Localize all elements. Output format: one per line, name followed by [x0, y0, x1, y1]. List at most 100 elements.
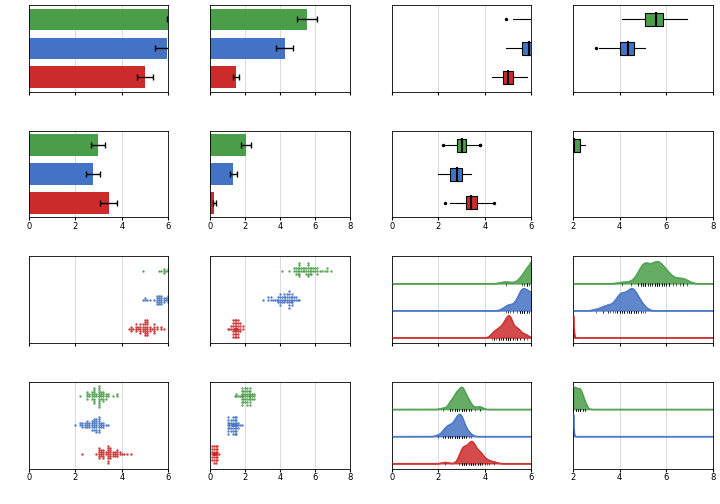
- Point: [206, 448, 217, 456]
- Point: [276, 293, 287, 301]
- Point: [210, 445, 221, 453]
- Point: [222, 430, 233, 438]
- Point: [121, 450, 132, 458]
- Point: [257, 296, 269, 304]
- Point: [279, 293, 291, 301]
- Point: [222, 421, 233, 429]
- Point: [238, 390, 249, 398]
- Bar: [620, 42, 634, 55]
- Point: [74, 421, 86, 429]
- Point: [81, 423, 93, 431]
- Point: [230, 325, 242, 333]
- Point: [212, 450, 223, 458]
- Point: [93, 393, 104, 401]
- Point: [84, 391, 95, 399]
- Point: [93, 401, 104, 409]
- Point: [114, 450, 125, 458]
- Point: [91, 415, 102, 423]
- Point: [130, 325, 142, 333]
- Point: [288, 296, 300, 304]
- Point: [315, 267, 326, 275]
- Point: [191, 265, 202, 273]
- Point: [156, 323, 167, 331]
- Point: [86, 395, 97, 403]
- Point: [202, 265, 214, 273]
- Point: [241, 390, 253, 398]
- Point: [208, 450, 220, 458]
- Point: [184, 267, 195, 275]
- Point: [172, 267, 184, 275]
- Bar: [210, 163, 233, 185]
- Point: [246, 393, 258, 401]
- Point: [142, 327, 153, 335]
- Point: [153, 300, 165, 308]
- Point: [163, 298, 174, 306]
- Point: [321, 267, 333, 275]
- Point: [151, 300, 163, 308]
- Point: [95, 395, 107, 403]
- Point: [245, 401, 256, 409]
- Point: [224, 421, 235, 429]
- Point: [302, 259, 314, 267]
- Point: [228, 421, 239, 429]
- Point: [100, 391, 112, 399]
- Point: [142, 321, 153, 329]
- Point: [283, 290, 294, 298]
- Point: [302, 261, 314, 269]
- Point: [174, 269, 186, 277]
- Point: [283, 304, 294, 312]
- Point: [123, 325, 135, 333]
- Bar: [29, 163, 94, 185]
- Point: [233, 327, 244, 335]
- Point: [144, 323, 156, 331]
- Point: [172, 265, 184, 273]
- Point: [179, 263, 190, 271]
- Point: [273, 293, 284, 301]
- Point: [230, 322, 242, 330]
- Point: [222, 424, 233, 432]
- Point: [116, 450, 127, 458]
- Point: [208, 450, 220, 458]
- Point: [282, 298, 293, 306]
- Point: [283, 267, 294, 275]
- Point: [97, 388, 109, 396]
- Point: [294, 259, 305, 267]
- Point: [181, 296, 193, 304]
- Point: [102, 457, 114, 465]
- Point: [114, 448, 125, 456]
- Point: [135, 321, 146, 329]
- Point: [158, 265, 169, 273]
- Point: [158, 298, 169, 306]
- Point: [241, 401, 253, 409]
- Point: [222, 416, 233, 424]
- Point: [158, 296, 169, 304]
- Point: [248, 393, 260, 401]
- Bar: [29, 9, 182, 30]
- Point: [230, 319, 242, 327]
- Point: [112, 452, 123, 460]
- Point: [210, 456, 221, 464]
- Point: [165, 294, 176, 302]
- Point: [140, 296, 151, 304]
- Point: [95, 419, 107, 427]
- Point: [236, 421, 248, 429]
- Point: [112, 393, 123, 401]
- Point: [135, 329, 146, 337]
- Point: [278, 293, 289, 301]
- Point: [304, 267, 315, 275]
- Point: [228, 430, 239, 438]
- Point: [104, 444, 116, 452]
- Point: [544, 73, 556, 81]
- Point: [151, 298, 163, 306]
- Point: [230, 427, 242, 435]
- Point: [84, 419, 95, 427]
- Point: [148, 321, 160, 329]
- Point: [295, 267, 307, 275]
- Point: [93, 427, 104, 435]
- Point: [137, 296, 148, 304]
- Point: [294, 272, 305, 280]
- Point: [97, 446, 109, 454]
- Bar: [522, 42, 539, 55]
- Point: [153, 267, 165, 275]
- Bar: [466, 197, 477, 210]
